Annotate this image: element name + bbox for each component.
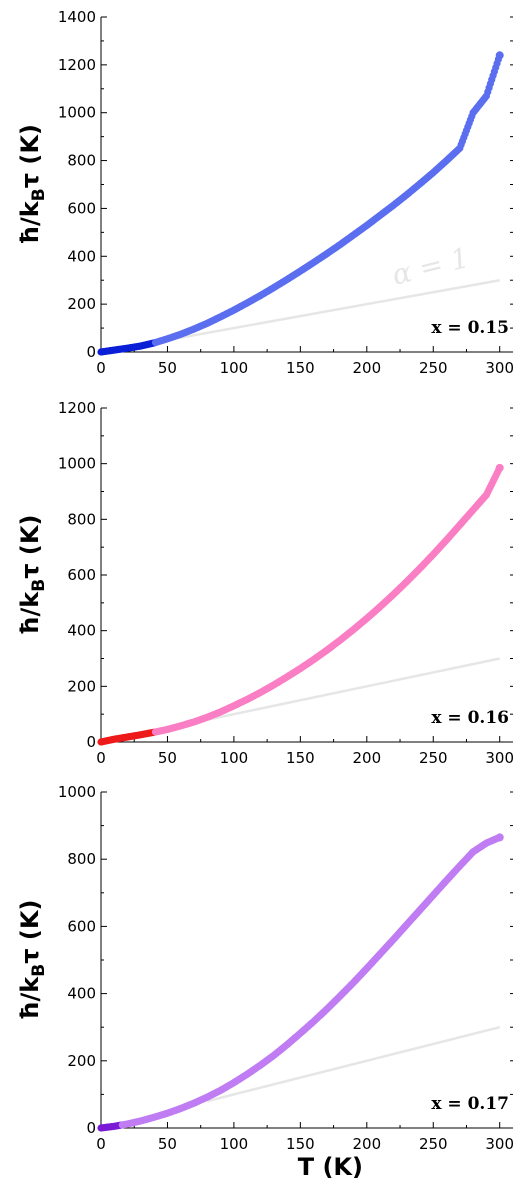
y-tick-label: 800 [67, 510, 96, 528]
data-point [495, 51, 504, 60]
y-tick-label: 1200 [58, 399, 96, 417]
y-tick-label: 400 [67, 247, 96, 265]
composition-label: x = 0.17 [431, 1094, 509, 1114]
x-tick-label: 150 [286, 749, 315, 767]
x-tick-label: 0 [96, 749, 106, 767]
x-tick-label: 250 [419, 749, 448, 767]
x-tick-label: 100 [220, 1135, 249, 1153]
y-tick-label: 600 [67, 199, 96, 217]
y-tick-label: 0 [86, 1119, 96, 1137]
composition-label: x = 0.15 [431, 318, 509, 338]
y-tick-label: 800 [67, 850, 96, 868]
chart-panel-1: 0 200 400 600 800 1000 1200 1400 0 50 100 150 200 250… [16, 8, 514, 377]
x-tick-label: 300 [485, 1135, 514, 1153]
y-tick-label: 800 [67, 152, 96, 170]
x-tick-label: 250 [419, 1135, 448, 1153]
y-tick-label: 0 [86, 343, 96, 361]
x-tick-label: 200 [352, 1135, 381, 1153]
x-tick-label: 150 [286, 1135, 315, 1153]
data-point [495, 833, 504, 842]
chart-panel-3: 0 200 400 600 800 1000 0 50 100 150 200 250 300 x = 0… [16, 783, 514, 1181]
y-tick-label: 200 [67, 295, 96, 313]
x-tick-label: 50 [158, 359, 177, 377]
y-axis-label: ħ/kBτ (K) [16, 124, 49, 245]
y-tick-label: 600 [67, 566, 96, 584]
alpha-label: α = 1 [389, 241, 473, 292]
y-tick-label: 1000 [58, 455, 96, 473]
x-tick-label: 300 [485, 749, 514, 767]
x-tick-label: 250 [419, 359, 448, 377]
chart-panel-2: 0 200 400 600 800 1000 1200 0 50 100 150 200 250 300 x… [16, 399, 514, 767]
x-tick-label: 300 [485, 359, 514, 377]
y-tick-label: 1000 [58, 783, 96, 801]
y-tick-label: 600 [67, 917, 96, 935]
x-tick-label: 100 [220, 749, 249, 767]
y-tick-label: 1000 [58, 104, 96, 122]
x-tick-label: 0 [96, 359, 106, 377]
y-tick-label: 200 [67, 677, 96, 695]
composition-label: x = 0.16 [431, 708, 509, 728]
x-tick-label: 100 [220, 359, 249, 377]
x-axis-label: T (K) [298, 1153, 363, 1181]
x-tick-label: 200 [352, 749, 381, 767]
y-axis-label: ħ/kBτ (K) [16, 515, 49, 636]
x-tick-label: 200 [352, 359, 381, 377]
x-tick-label: 50 [158, 1135, 177, 1153]
y-tick-label: 1200 [58, 56, 96, 74]
x-tick-label: 150 [286, 359, 315, 377]
y-tick-label: 400 [67, 985, 96, 1003]
y-tick-label: 1400 [58, 8, 96, 26]
y-tick-label: 0 [86, 733, 96, 751]
x-tick-label: 50 [158, 749, 177, 767]
x-tick-label: 0 [96, 1135, 106, 1153]
y-tick-label: 200 [67, 1052, 96, 1070]
data-point [495, 463, 504, 472]
y-tick-label: 400 [67, 622, 96, 640]
y-axis-label: ħ/kBτ (K) [16, 900, 49, 1021]
reference-line [207, 1025, 501, 1103]
reference-line [153, 278, 500, 344]
